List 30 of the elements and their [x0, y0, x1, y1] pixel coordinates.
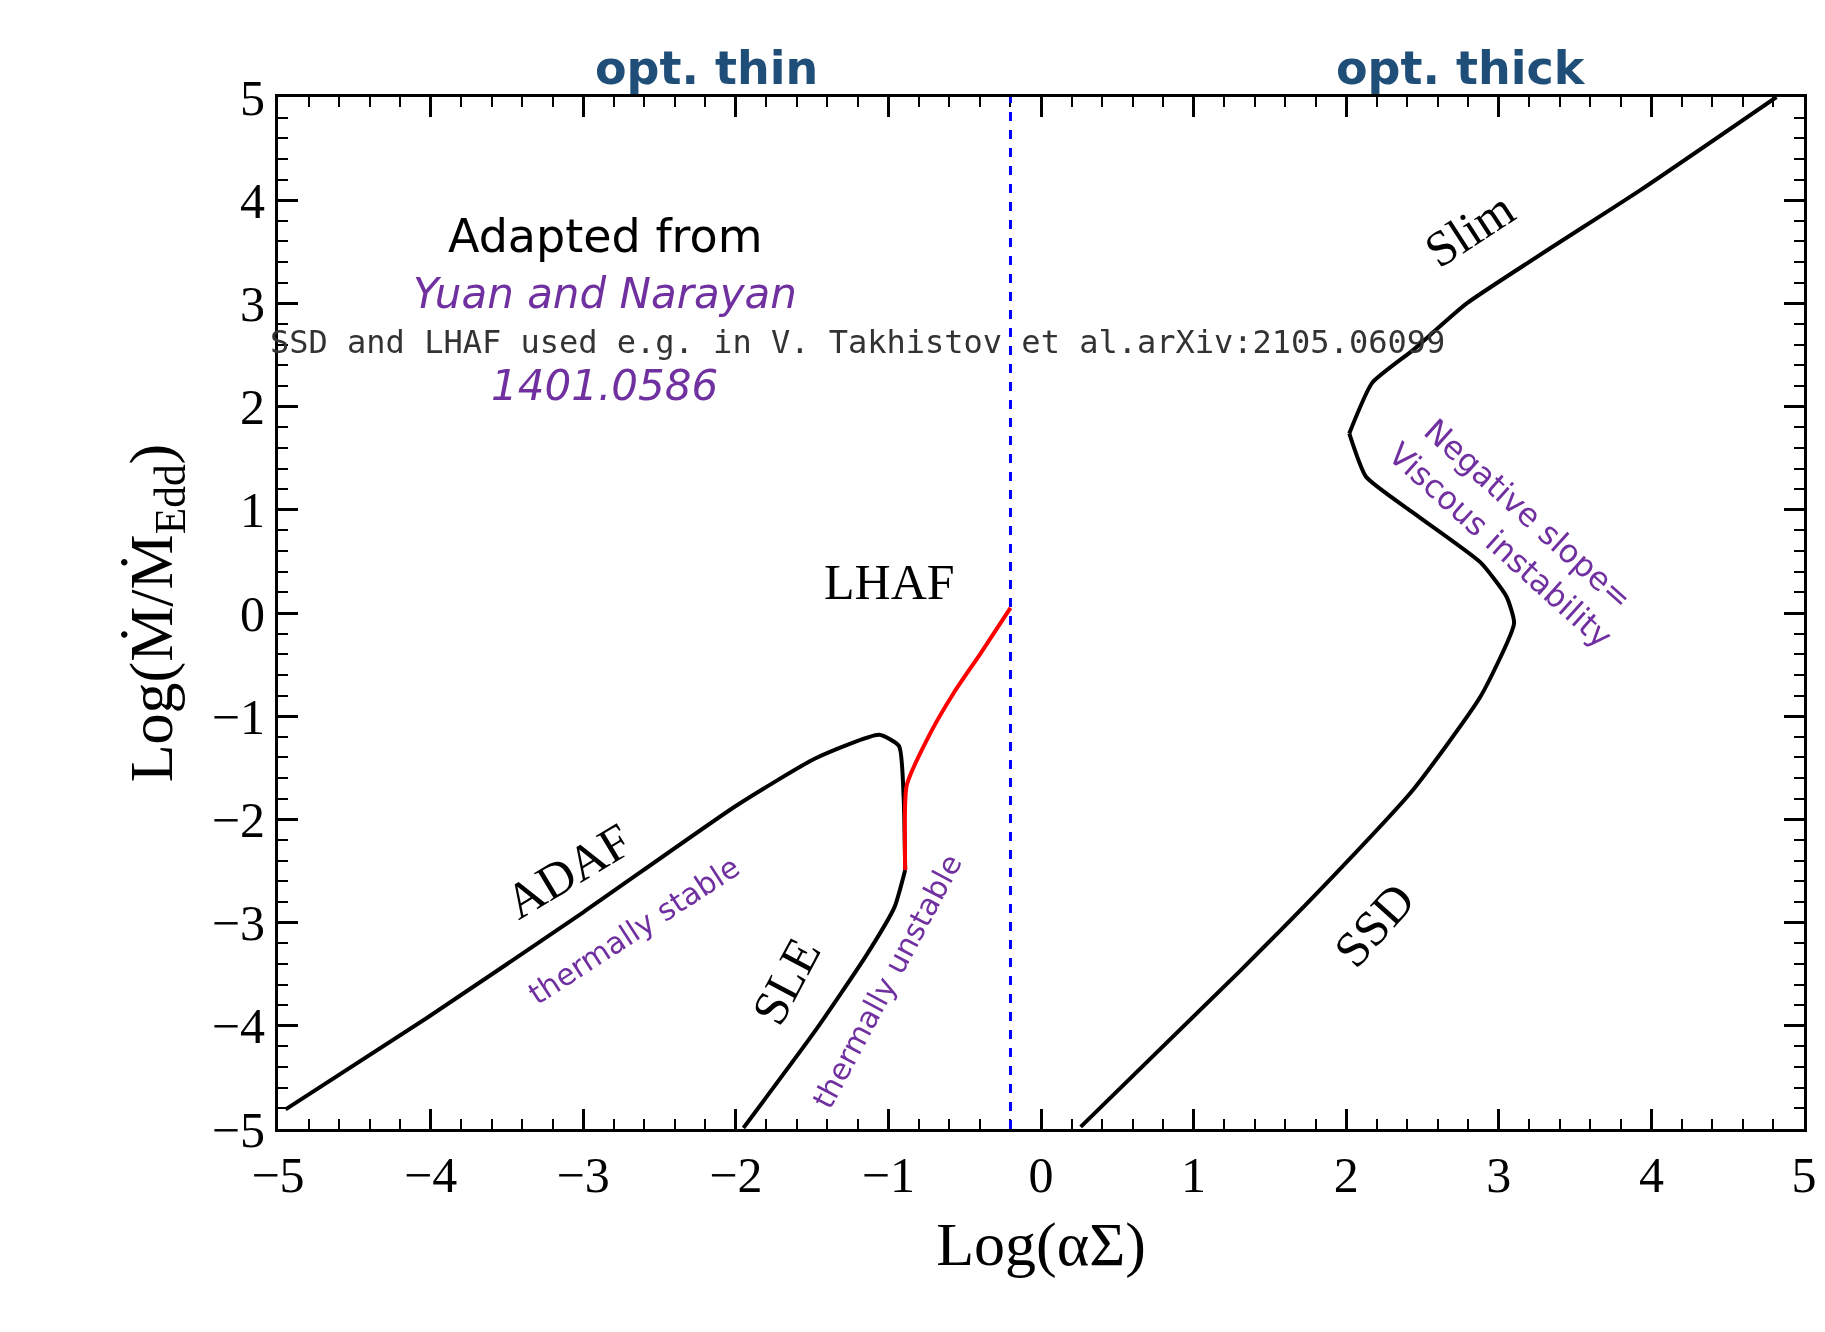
text: Slim — [1414, 180, 1525, 279]
annotation: Yuan and Narayan — [413, 269, 797, 318]
series-label: LHAF — [824, 554, 955, 610]
y-tick-label: 3 — [240, 275, 265, 332]
x-tick-label: −2 — [709, 1147, 763, 1203]
text: opt. thick — [1336, 41, 1586, 95]
y-tick-label: 2 — [240, 379, 265, 436]
text: SSD — [1322, 871, 1426, 978]
x-tick-label: −3 — [556, 1147, 610, 1203]
x-tick-label: 3 — [1486, 1147, 1512, 1203]
x-tick-label: 4 — [1638, 1147, 1664, 1203]
y-tick-label: 5 — [240, 69, 265, 126]
y-tick-label: 0 — [240, 585, 265, 642]
annotation: 1401.0586 — [491, 361, 719, 410]
y-tick-label: −4 — [211, 998, 265, 1055]
y-tick-label: 4 — [240, 172, 265, 229]
annotation: Adapted from — [448, 209, 763, 263]
x-tick-label: 5 — [1791, 1147, 1817, 1203]
text: opt. thin — [595, 41, 819, 95]
y-tick-label: −2 — [211, 791, 265, 848]
x-tick-label: 0 — [1028, 1147, 1054, 1203]
x-tick-label: 1 — [1181, 1147, 1207, 1203]
y-tick-label: −3 — [211, 895, 265, 952]
y-tick-label: −1 — [211, 688, 265, 745]
x-tick-label: −4 — [404, 1147, 458, 1203]
y-tick-label: 1 — [240, 482, 265, 539]
x-tick-label: −1 — [861, 1147, 915, 1203]
x-tick-label: 2 — [1333, 1147, 1359, 1203]
x-axis-title: Log(αΣ) — [936, 1209, 1146, 1279]
y-tick-label: −5 — [211, 1101, 265, 1158]
